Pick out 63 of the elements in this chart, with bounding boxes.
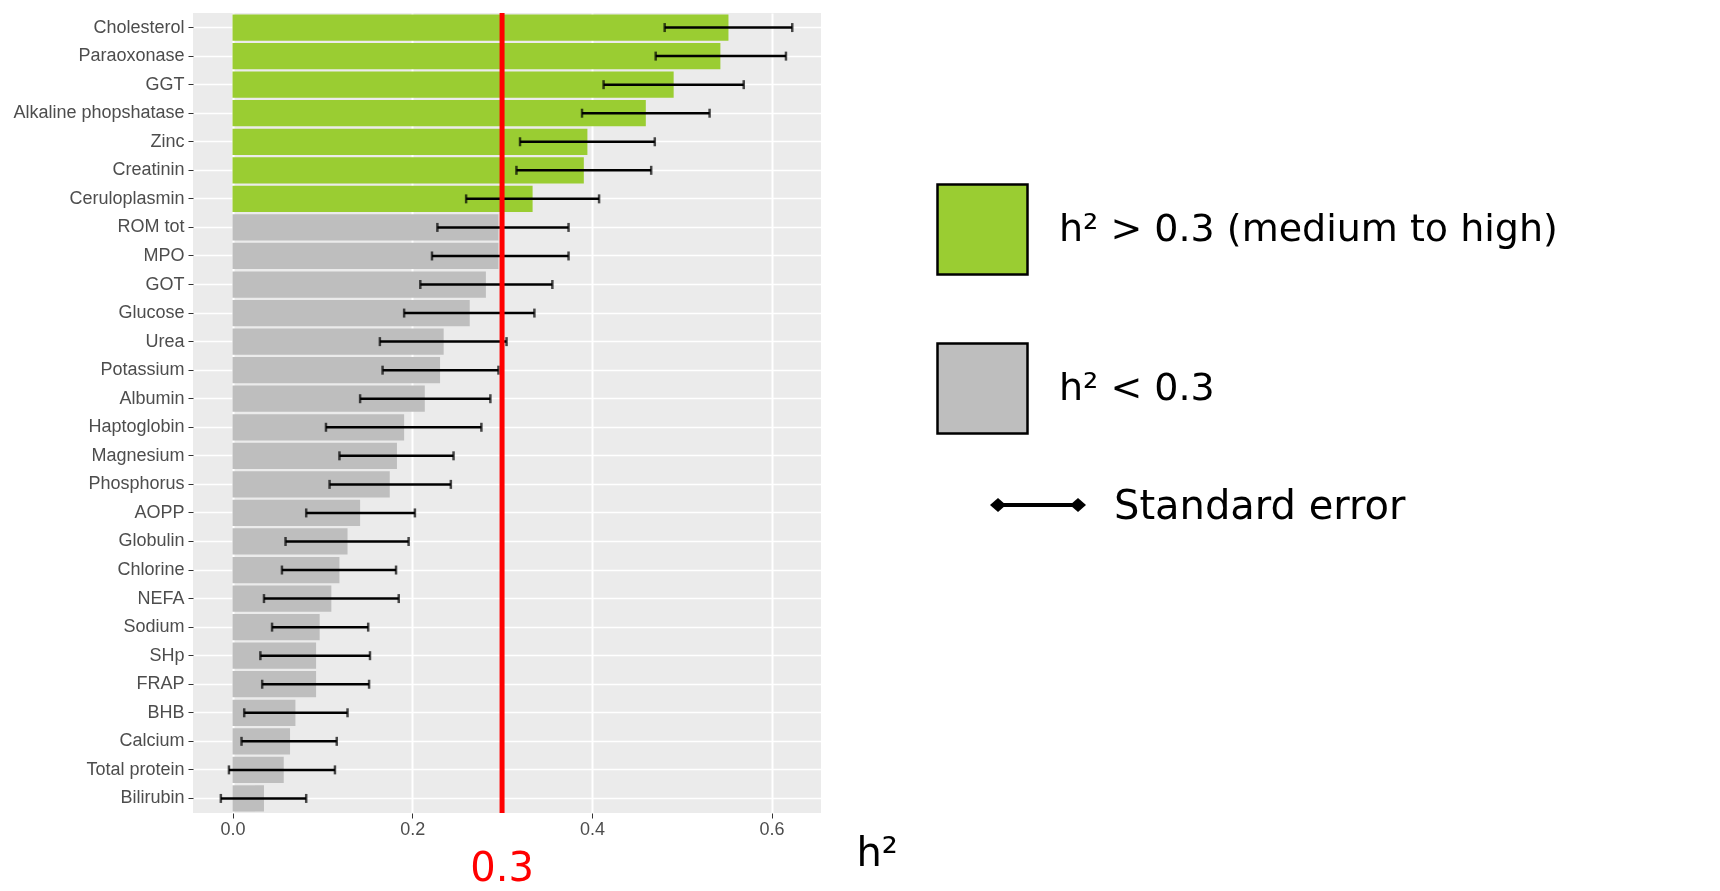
bar <box>232 242 499 270</box>
bar <box>232 157 584 184</box>
y-tick-label: GOT <box>145 273 185 294</box>
bar <box>232 471 390 498</box>
legend-label: h² > 0.3 (medium to high) <box>1059 205 1558 250</box>
bar <box>232 271 486 298</box>
y-tick-label: Urea <box>145 330 186 351</box>
bar <box>232 357 441 384</box>
bar <box>232 671 317 698</box>
y-tick-label: Globulin <box>118 530 185 551</box>
x-tick-label: 0.4 <box>579 818 605 839</box>
y-tick-label: MPO <box>143 244 185 265</box>
x-tick-label: 0.2 <box>400 818 426 839</box>
bar <box>232 14 729 41</box>
y-tick-label: SHp <box>149 644 185 665</box>
bar <box>232 642 317 669</box>
y-tick-label: Albumin <box>119 387 185 408</box>
x-axis-title: h² <box>856 828 898 875</box>
y-tick-label: Chlorine <box>117 559 185 580</box>
y-tick-label: Alkaline phopshatase <box>13 102 185 123</box>
x-tick-label: 0.6 <box>759 818 785 839</box>
bar <box>232 100 646 127</box>
bar <box>232 185 533 212</box>
y-tick-label: Zinc <box>150 130 185 151</box>
y-tick-label: Cholesterol <box>93 16 185 37</box>
y-tick-label: Paraoxonase <box>78 45 185 66</box>
bar <box>232 214 499 241</box>
bar <box>232 414 405 441</box>
text: Standard error <box>1114 482 1406 528</box>
ref-line-label: 0.3 <box>470 844 534 890</box>
y-tick-label: Sodium <box>123 616 185 637</box>
bar <box>232 585 332 612</box>
bar <box>232 699 296 726</box>
y-tick-label: Haptoglobin <box>88 416 185 437</box>
y-tick-label: Creatinin <box>112 159 185 180</box>
bar <box>232 756 284 784</box>
bar <box>232 299 470 327</box>
y-tick-label: NEFA <box>137 587 185 608</box>
y-tick-label: Magnesium <box>91 444 185 465</box>
y-tick-label: BHB <box>147 701 185 722</box>
y-tick-label: Glucose <box>118 302 185 323</box>
bar <box>232 71 674 98</box>
bar <box>232 328 444 355</box>
y-tick-label: FRAP <box>136 673 185 694</box>
bar <box>232 442 397 469</box>
y-tick-label: Potassium <box>100 359 185 380</box>
y-tick-label: Bilirubin <box>120 787 185 808</box>
bar <box>232 528 348 555</box>
bar <box>232 42 721 70</box>
x-tick-label: 0.0 <box>220 818 246 839</box>
bar <box>232 385 425 412</box>
y-tick-label: Total protein <box>86 758 185 779</box>
y-tick-label: Ceruloplasmin <box>69 187 185 208</box>
bar <box>232 556 340 584</box>
y-tick-label: AOPP <box>134 501 185 522</box>
bar <box>232 614 320 641</box>
bar <box>232 128 588 155</box>
y-tick-label: ROM tot <box>117 216 185 237</box>
legend-label: h² < 0.3 <box>1059 364 1215 409</box>
y-tick-label: Calcium <box>119 730 185 751</box>
bar <box>232 499 361 527</box>
y-tick-label: Phosphorus <box>88 473 185 494</box>
y-tick-label: GGT <box>145 73 185 94</box>
